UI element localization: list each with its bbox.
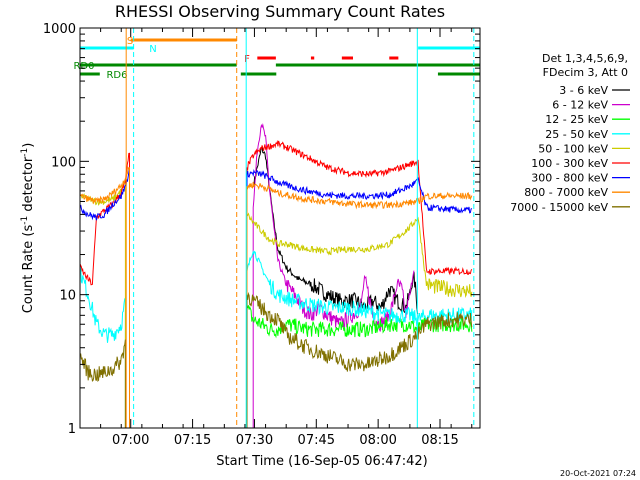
x-tick-label-1: 07:15 bbox=[174, 433, 211, 448]
y-axis-label: Count Rate (s-1 detector-1) bbox=[20, 143, 36, 314]
legend-label-0: 3 - 6 keV bbox=[559, 84, 608, 97]
x-axis-label: Start Time (16-Sep-05 06:47:42) bbox=[216, 454, 427, 469]
legend-label-4: 50 - 100 keV bbox=[538, 142, 608, 155]
chart-title: RHESSI Observing Summary Count Rates bbox=[115, 2, 445, 21]
flag-layer: S N F RD0 RD6 bbox=[73, 36, 480, 81]
legend-label-8: 7000 - 15000 keV bbox=[510, 201, 608, 214]
y-tick-label-0: 1 bbox=[68, 422, 76, 437]
y-tick-label-1: 10 bbox=[59, 289, 76, 304]
legend-label-3: 25 - 50 keV bbox=[545, 128, 608, 141]
flag-label-n: N bbox=[149, 44, 156, 55]
flag-label-f: F bbox=[244, 54, 250, 65]
generated-timestamp: 20-Oct-2021 07:24 bbox=[560, 469, 636, 478]
event-line-layer bbox=[125, 28, 475, 428]
series-line-8 bbox=[80, 291, 473, 428]
flag-label-rd6: RD6 bbox=[106, 70, 127, 81]
legend-label-7: 800 - 7000 keV bbox=[524, 186, 608, 199]
legend-label-1: 6 - 12 keV bbox=[552, 99, 608, 112]
legend-label-2: 12 - 25 keV bbox=[545, 113, 608, 126]
y-tick-label-2: 100 bbox=[51, 155, 76, 170]
x-tick-label-0: 07:00 bbox=[112, 433, 149, 448]
y-tick-label-3: 1000 bbox=[43, 22, 76, 37]
series-line-0 bbox=[253, 147, 419, 315]
x-tick-label-2: 07:30 bbox=[236, 433, 273, 448]
x-tick-label-3: 07:45 bbox=[298, 433, 335, 448]
legend-header-0: Det 1,3,4,5,6,9, bbox=[542, 52, 628, 65]
axis-layer: 1 10 100 1000 07:00 07:15 07:30 07:45 08:00 08:15 bbox=[43, 22, 480, 448]
x-tick-label-5: 08:15 bbox=[421, 433, 458, 448]
legend: Det 1,3,4,5,6,9,FDecim 3, Att 0 3 - 6 keV… bbox=[510, 52, 630, 214]
flag-label-rd0: RD0 bbox=[73, 61, 94, 72]
series-line-4 bbox=[80, 180, 473, 428]
legend-label-5: 100 - 300 keV bbox=[531, 157, 608, 170]
legend-header-1: FDecim 3, Att 0 bbox=[543, 66, 628, 79]
plot-frame bbox=[79, 27, 481, 429]
flag-label-s: S bbox=[127, 36, 133, 47]
x-tick-label-4: 08:00 bbox=[359, 433, 396, 448]
legend-label-6: 300 - 800 keV bbox=[531, 172, 608, 185]
